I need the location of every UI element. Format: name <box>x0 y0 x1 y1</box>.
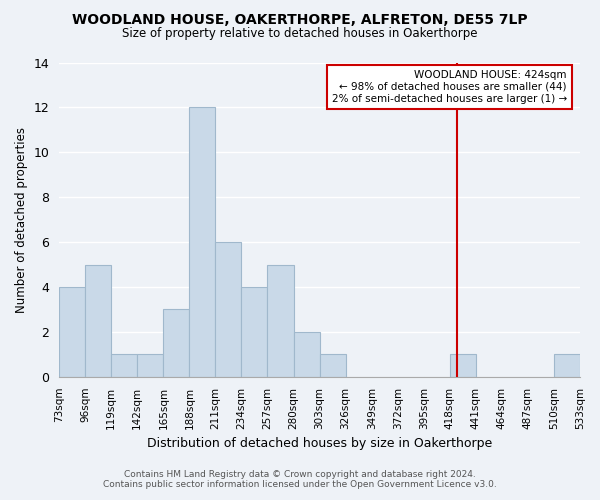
Y-axis label: Number of detached properties: Number of detached properties <box>15 126 28 312</box>
Text: Size of property relative to detached houses in Oakerthorpe: Size of property relative to detached ho… <box>122 28 478 40</box>
Bar <box>85 264 111 377</box>
Bar <box>137 354 163 377</box>
Bar <box>320 354 346 377</box>
Bar <box>215 242 241 377</box>
Bar <box>111 354 137 377</box>
X-axis label: Distribution of detached houses by size in Oakerthorpe: Distribution of detached houses by size … <box>147 437 492 450</box>
Text: Contains HM Land Registry data © Crown copyright and database right 2024.
Contai: Contains HM Land Registry data © Crown c… <box>103 470 497 489</box>
Bar <box>293 332 320 377</box>
Text: WOODLAND HOUSE, OAKERTHORPE, ALFRETON, DE55 7LP: WOODLAND HOUSE, OAKERTHORPE, ALFRETON, D… <box>72 12 528 26</box>
Bar <box>59 287 85 377</box>
Bar <box>241 287 268 377</box>
Text: WOODLAND HOUSE: 424sqm
← 98% of detached houses are smaller (44)
2% of semi-deta: WOODLAND HOUSE: 424sqm ← 98% of detached… <box>332 70 567 104</box>
Bar <box>450 354 476 377</box>
Bar <box>554 354 580 377</box>
Bar <box>190 108 215 377</box>
Bar <box>268 264 293 377</box>
Bar <box>163 310 190 377</box>
